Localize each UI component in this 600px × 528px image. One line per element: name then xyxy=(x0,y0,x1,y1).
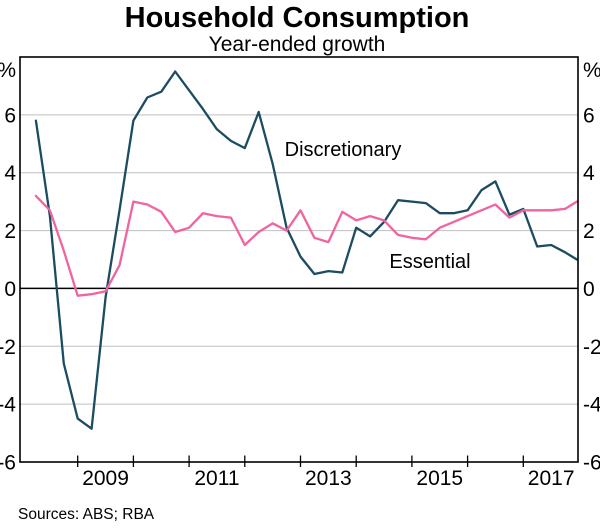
y-tick-label-left: 0 xyxy=(4,278,16,301)
y-tick-label-left: -2 xyxy=(0,336,16,359)
x-year-label: 2011 xyxy=(194,467,239,490)
series-label-essential: Essential xyxy=(389,251,470,273)
y-tick-label-left: 2 xyxy=(4,220,16,243)
chart-subtitle: Year-ended growth xyxy=(209,33,386,56)
axes xyxy=(19,56,579,467)
x-year-label: 2017 xyxy=(528,467,575,490)
y-axis-unit-right: % xyxy=(583,59,600,82)
series-label-discretionary: Discretionary xyxy=(285,139,402,161)
y-tick-label-right: 2 xyxy=(583,220,595,243)
x-year-label: 2015 xyxy=(416,467,463,490)
gridlines xyxy=(20,114,578,405)
y-tick-label-left: -4 xyxy=(0,394,16,417)
series-line-essential xyxy=(34,194,578,297)
y-tick-label-right: 4 xyxy=(583,162,595,185)
x-year-label: 2013 xyxy=(305,467,352,490)
y-tick-label-left: -6 xyxy=(0,452,16,475)
x-year-label: 2009 xyxy=(82,467,129,490)
y-tick-label-left: 4 xyxy=(4,162,16,185)
y-tick-label-right: -6 xyxy=(583,452,600,475)
y-tick-label-right: 0 xyxy=(583,278,595,301)
plot-frame xyxy=(19,56,579,463)
source-note: Sources: ABS; RBA xyxy=(18,506,155,523)
y-tick-label-right: -4 xyxy=(583,394,600,417)
y-axis-unit-left: % xyxy=(0,59,16,82)
data-series xyxy=(34,70,578,430)
chart-title: Household Consumption xyxy=(125,2,470,34)
axis-labels: 6 6 4 4 2 2 0 0 -2 -2 -4 -4 -6 -6 2009 2011 2013 2015 2017 xyxy=(0,104,600,490)
y-tick-label-right: 6 xyxy=(583,104,595,127)
series-line-discretionary xyxy=(34,70,578,430)
y-tick-label-left: 6 xyxy=(4,104,16,127)
y-tick-label-right: -2 xyxy=(583,336,600,359)
